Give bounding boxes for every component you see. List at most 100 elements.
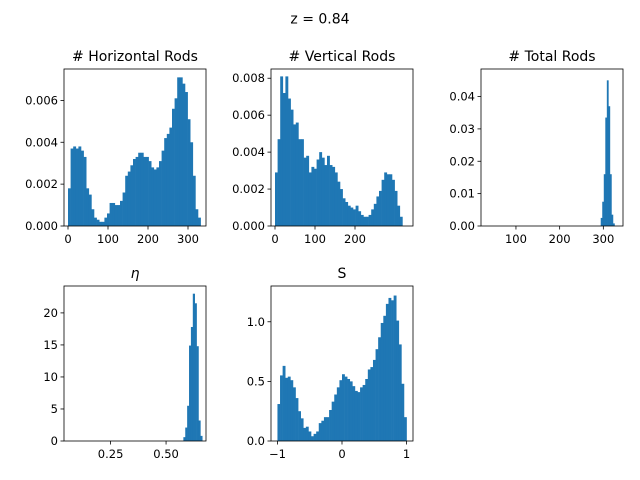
x-tick-label: 0.50 <box>153 447 179 461</box>
histogram-bar <box>349 381 353 441</box>
histogram-bar <box>399 216 403 226</box>
x-tick-label: −1 <box>269 447 286 461</box>
histogram-bar <box>140 152 144 226</box>
histogram-bar <box>300 418 304 441</box>
y-tick-label: 0 <box>51 434 58 448</box>
histogram-bar <box>391 300 394 441</box>
histogram-bar <box>277 404 281 441</box>
histogram-bar <box>365 379 369 441</box>
histogram-bar <box>287 376 291 441</box>
x-tick-label: 0 <box>271 232 278 246</box>
histogram-bar <box>290 380 294 441</box>
histogram-bar <box>94 217 97 226</box>
histogram-bar <box>603 174 606 226</box>
histogram-bar <box>331 401 335 441</box>
panel-title-horizontal-rods: # Horizontal Rods <box>72 49 198 65</box>
histogram-bar <box>336 387 340 441</box>
histogram-bar <box>354 390 358 441</box>
histogram-bar <box>99 221 103 226</box>
histogram-bar <box>393 295 397 441</box>
histogram-bar <box>389 174 393 226</box>
histogram-bar <box>403 417 407 441</box>
histogram-bar <box>196 346 199 441</box>
histogram-bar <box>109 202 113 226</box>
x-tick-label: 300 <box>177 232 199 246</box>
y-tick-label: 0.01 <box>449 187 475 201</box>
histogram-bar <box>370 367 374 441</box>
histogram-bar <box>396 320 400 441</box>
y-tick-label: 0.006 <box>232 108 265 122</box>
histogram-bar <box>334 172 338 226</box>
histogram-bar <box>313 433 317 441</box>
histogram-bar <box>125 175 129 226</box>
histogram-bar <box>143 156 147 226</box>
panel-title-eta: η <box>131 266 140 282</box>
histogram-bar <box>200 435 203 441</box>
histogram-bar <box>179 77 183 227</box>
y-tick-label: 0.03 <box>449 122 475 136</box>
panel-total-rods: # Total Rods 100 200 300 0.00 0.01 0.02 0.03 0.… <box>449 49 624 246</box>
histogram-bar <box>172 108 175 226</box>
histogram-bar <box>385 303 389 441</box>
histogram-bar <box>127 171 131 226</box>
axes-frame <box>63 285 207 442</box>
histogram-bar <box>344 376 348 441</box>
y-tick-label: 0.04 <box>449 90 475 104</box>
panel-title-s: S <box>338 266 347 282</box>
histogram-bar <box>329 165 333 226</box>
histogram-bar <box>337 181 341 226</box>
histogram-bar <box>401 383 405 441</box>
histogram-bar <box>397 205 401 226</box>
histogram-bar <box>358 211 362 226</box>
histogram-bar <box>275 172 278 226</box>
histogram-bar <box>605 117 608 226</box>
x-tick-label: 0 <box>338 447 345 461</box>
histogram-bar <box>342 374 345 441</box>
y-tick-label: 0.000 <box>25 219 58 233</box>
histogram-bar <box>112 202 116 226</box>
histogram-bar <box>326 417 330 441</box>
histogram-bar <box>198 420 201 441</box>
histogram-bar <box>174 98 178 226</box>
histogram-bar <box>151 167 155 226</box>
histogram-bar <box>319 152 323 226</box>
histogram-bar <box>388 297 392 441</box>
histogram-bar <box>318 423 322 441</box>
histogram-bar <box>321 157 325 226</box>
histogram-bar <box>334 394 338 441</box>
histogram-bar <box>107 213 110 226</box>
histogram-bar <box>81 150 84 226</box>
histogram-bar <box>347 379 351 441</box>
histogram-bar <box>340 189 343 226</box>
histogram-bar <box>190 326 194 441</box>
x-tick-label: 100 <box>304 232 326 246</box>
histogram-bar <box>117 205 121 226</box>
histogram-bar <box>195 209 199 226</box>
axes-frame <box>480 68 624 227</box>
histogram-bar <box>368 214 372 226</box>
histogram-bar <box>153 169 157 226</box>
histogram-bar <box>182 83 186 227</box>
histogram-bar <box>353 209 356 226</box>
histogram-bar <box>187 119 191 226</box>
x-tick-label: 0 <box>64 232 71 246</box>
histogram-bar <box>394 190 398 226</box>
histogram-bar <box>130 165 134 226</box>
histogram-bar <box>371 209 375 226</box>
y-tick-label: 0.006 <box>25 93 58 107</box>
histogram-bar <box>311 436 314 441</box>
x-tick-label: 1 <box>403 447 410 461</box>
histogram-bar <box>148 161 152 226</box>
y-tick-label: 0.000 <box>232 219 265 233</box>
figure-suptitle: z = 0.84 <box>290 12 349 28</box>
histogram-bar <box>285 377 289 441</box>
histogram-bar <box>292 387 296 441</box>
histogram-bar <box>190 142 194 226</box>
histogram-bar <box>159 161 162 226</box>
histogram-bar <box>295 122 299 226</box>
histogram-bar <box>381 179 385 226</box>
histogram-bar <box>156 167 160 226</box>
histogram-bar <box>384 172 388 226</box>
histogram-bar <box>392 179 395 226</box>
